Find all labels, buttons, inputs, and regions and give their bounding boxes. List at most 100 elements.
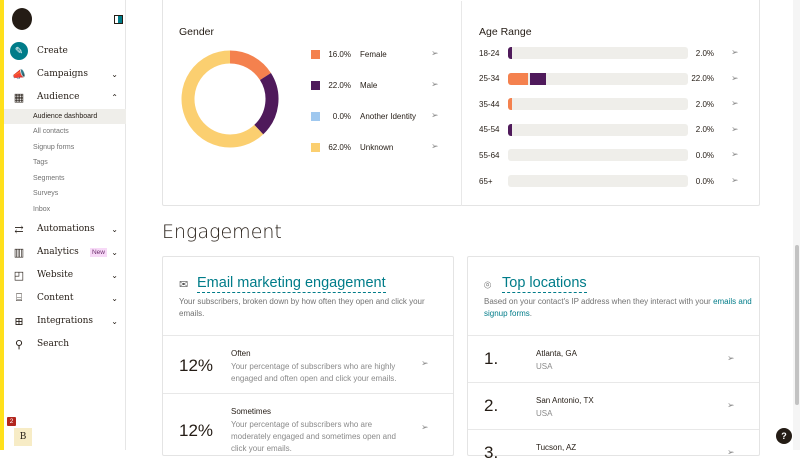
legend-label: Another Identity <box>360 111 417 121</box>
age-bar-track <box>508 123 688 136</box>
sidebar-sub-surveys[interactable]: Surveys <box>33 190 59 197</box>
send-icon[interactable]: ➢ <box>431 48 439 58</box>
send-icon[interactable]: ➢ <box>731 123 739 134</box>
sidebar-sub-signup-forms[interactable]: Signup forms <box>33 144 75 151</box>
email-icon: ✉ <box>179 279 189 291</box>
send-icon[interactable]: ➢ <box>731 98 739 109</box>
mailchimp-logo-icon[interactable] <box>12 8 32 30</box>
send-icon[interactable]: ➢ <box>727 353 735 363</box>
age-bar-female <box>508 98 512 111</box>
legend-swatch <box>311 142 320 152</box>
top-locations-title[interactable]: Top locations <box>502 275 587 293</box>
demographics-card: Gender 16.0% Female ➢ 22.0% Male ➢ 0.0% Another… <box>162 0 760 206</box>
location-city: Tucson, AZ <box>536 443 577 452</box>
create-label: Create <box>37 46 68 56</box>
sidebar-item-label: Content <box>37 293 74 303</box>
help-button[interactable]: ? <box>776 428 792 444</box>
sidebar-sub-audience-dashboard[interactable]: Audience dashboard <box>4 109 126 124</box>
send-icon[interactable]: ➢ <box>731 175 739 185</box>
age-pct: 2.0% <box>695 48 714 58</box>
sidebar-item-integrations[interactable]: ⊞ Integrations ⌄ <box>4 310 126 332</box>
engagement-row: 12% Sometimes Your percentage of subscri… <box>163 393 453 463</box>
email-engagement-desc: Your subscribers, broken down by how oft… <box>179 297 425 318</box>
legend-swatch <box>311 111 320 121</box>
location-country: USA <box>536 362 553 371</box>
send-icon[interactable]: ➢ <box>731 47 739 57</box>
legend-label: Male <box>360 80 378 90</box>
age-pct: 22.0% <box>691 74 714 84</box>
age-row: 25-34 22.0% <box>479 72 719 85</box>
age-pct: 0.0% <box>695 150 714 160</box>
create-button[interactable]: ✎ Create <box>4 40 126 62</box>
send-icon[interactable]: ➢ <box>421 422 429 432</box>
sidebar-item-automations[interactable]: ⇄ Automations ⌄ <box>4 218 126 240</box>
sidebar-item-campaigns[interactable]: 📣 Campaigns ⌄ <box>4 63 126 85</box>
location-country: USA <box>536 409 553 418</box>
age-bar-track <box>508 72 688 85</box>
send-icon[interactable]: ➢ <box>431 110 439 120</box>
age-row: 65+ 0.0% <box>479 175 719 187</box>
donut-slice-male <box>254 73 279 135</box>
notification-badge: 2 <box>7 417 16 426</box>
sidebar-sub-inbox[interactable]: Inbox <box>33 206 51 213</box>
legend-pct: 0.0% <box>332 111 351 121</box>
sidebar-item-website[interactable]: ◰ Website ⌄ <box>4 264 126 286</box>
collapse-sidebar-icon[interactable] <box>114 15 123 24</box>
content-icon: ⌸ <box>15 291 23 304</box>
send-icon[interactable]: ➢ <box>431 141 439 151</box>
age-bar-track <box>508 175 688 187</box>
gender-title: Gender <box>179 26 215 38</box>
legend-swatch <box>311 80 320 90</box>
avatar[interactable]: B <box>14 428 32 446</box>
age-label: 65+ <box>479 176 493 186</box>
location-city: Atlanta, GA <box>536 349 577 358</box>
engagement-row-desc: Your percentage of subscribers who are m… <box>231 420 396 453</box>
age-bar-track <box>508 98 688 111</box>
send-icon[interactable]: ➢ <box>421 358 429 368</box>
new-badge: New <box>89 247 107 257</box>
send-icon[interactable]: ➢ <box>727 447 735 457</box>
engagement-row-title: Often <box>231 349 251 358</box>
sidebar-item-search[interactable]: ⚲ Search <box>4 333 126 355</box>
age-row: 18-24 2.0% <box>479 47 719 59</box>
bar-chart-icon: ▥ <box>13 245 25 259</box>
age-range-title: Age Range <box>479 26 532 38</box>
age-row: 35-44 2.0% <box>479 98 719 111</box>
send-icon[interactable]: ➢ <box>431 79 439 89</box>
gender-legend-item: 16.0% Female <box>311 47 387 61</box>
sidebar-sub-segments[interactable]: Segments <box>33 175 65 182</box>
audience-icon: ▦ <box>13 90 25 104</box>
send-icon[interactable]: ➢ <box>727 400 735 410</box>
location-city: San Antonio, TX <box>536 396 594 405</box>
sidebar-item-content[interactable]: ⌸ Content ⌄ <box>4 287 126 309</box>
desc-end: . <box>529 309 533 318</box>
location-row: 3. Tucson, AZ ➢ <box>468 429 759 476</box>
age-bar-male <box>529 72 546 85</box>
age-label: 18-24 <box>479 48 500 58</box>
chevron-down-icon: ⌄ <box>111 316 118 326</box>
send-icon[interactable]: ➢ <box>731 72 739 83</box>
sidebar-sub-all-contacts[interactable]: All contacts <box>33 128 69 135</box>
send-icon[interactable]: ➢ <box>731 149 739 160</box>
location-pin-icon: ⌾ <box>484 278 492 292</box>
sidebar: ✎ Create 📣 Campaigns ⌄ ▦ Audience ⌃ Audience … <box>4 0 126 450</box>
age-row: 55-64 0.0% <box>479 149 719 162</box>
gender-legend-item: 22.0% Male <box>311 78 377 92</box>
location-rank: 2. <box>484 396 499 415</box>
sidebar-sub-tags[interactable]: Tags <box>33 159 48 166</box>
gender-donut-chart <box>181 50 279 148</box>
age-label: 25-34 <box>479 74 500 84</box>
scrollbar[interactable] <box>793 0 800 450</box>
location-row: 2. San Antonio, TX USA ➢ <box>468 382 759 429</box>
sidebar-item-label: Analytics <box>37 247 79 257</box>
sidebar-item-audience[interactable]: ▦ Audience ⌃ <box>4 86 126 108</box>
emails-signup-link[interactable]: emails and signup forms <box>484 297 752 318</box>
location-row: 1. Atlanta, GA USA ➢ <box>468 335 759 382</box>
legend-label: Unknown <box>360 142 394 152</box>
age-bar-male <box>508 47 512 59</box>
email-engagement-title[interactable]: Email marketing engagement <box>197 275 386 293</box>
donut-slice-unknown <box>181 50 264 148</box>
age-pct: 0.0% <box>695 176 714 186</box>
sidebar-item-analytics[interactable]: ▥ Analytics New ⌄ <box>4 241 126 263</box>
scrollbar-thumb[interactable] <box>795 245 799 405</box>
